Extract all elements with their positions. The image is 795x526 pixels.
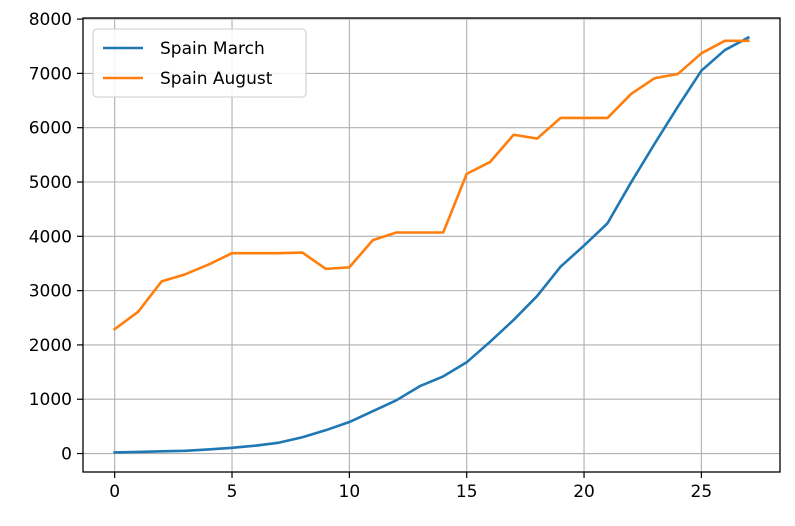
x-tick-label: 10 bbox=[339, 482, 361, 502]
y-tick-label: 1000 bbox=[29, 390, 72, 410]
legend-box bbox=[92, 28, 307, 98]
y-tick-label: 5000 bbox=[29, 173, 72, 193]
series-line bbox=[112, 39, 750, 331]
y-tick-label: 7000 bbox=[29, 64, 72, 84]
y-tick-label: 2000 bbox=[29, 336, 72, 356]
legend-label: Spain August bbox=[160, 69, 273, 89]
y-tick-label: 3000 bbox=[29, 282, 72, 302]
x-tick-label: 20 bbox=[573, 482, 595, 502]
legend: Spain March Spain August bbox=[92, 28, 307, 98]
y-tick-label: 4000 bbox=[29, 227, 72, 247]
y-tick-label: 8000 bbox=[29, 10, 72, 30]
plot-frame bbox=[82, 17, 781, 473]
legend-label: Spain March bbox=[160, 39, 265, 59]
x-tick-label: 25 bbox=[691, 482, 713, 502]
y-tick-label: 0 bbox=[61, 445, 72, 465]
x-tick-label: 0 bbox=[109, 482, 120, 502]
series-line bbox=[113, 35, 751, 454]
series-lines bbox=[112, 35, 751, 454]
y-tick-label: 6000 bbox=[29, 119, 72, 139]
axes: 0 5 10 15 20 25 0 1000 2000 3000 4000 5000 6000 7000 8… bbox=[29, 10, 781, 502]
x-tick-label: 15 bbox=[456, 482, 478, 502]
x-tick-label: 5 bbox=[227, 482, 238, 502]
